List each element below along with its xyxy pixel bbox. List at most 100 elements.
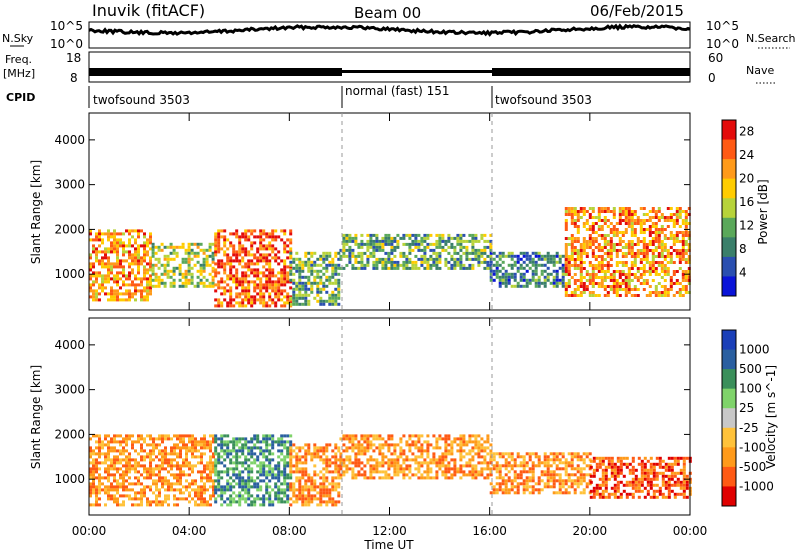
heatmap-cell-power — [654, 291, 658, 294]
heatmap-cell-vel — [504, 473, 508, 477]
heatmap-cell-power — [429, 257, 433, 261]
heatmap-cell-power — [122, 265, 125, 269]
heatmap-cell-power — [160, 278, 164, 282]
heatmap-cell-power — [235, 235, 239, 239]
heatmap-cell-vel — [661, 474, 665, 478]
heatmap-cell-power — [651, 270, 655, 273]
heatmap-cell-power — [238, 262, 242, 266]
heatmap-cell-power — [582, 237, 586, 240]
heatmap-cell-power — [253, 262, 257, 266]
heatmap-cell-power — [116, 271, 119, 275]
heatmap-cell-vel — [253, 434, 257, 438]
heatmap-cell-power — [474, 248, 478, 252]
heatmap-cell-vel — [158, 467, 161, 471]
heatmap-cell-vel — [616, 459, 620, 463]
heatmap-cell-power — [268, 232, 272, 236]
heatmap-cell-power — [187, 254, 191, 258]
heatmap-cell-power — [684, 225, 688, 228]
heatmap-cell-vel — [301, 470, 305, 474]
heatmap-cell-vel — [170, 464, 173, 468]
heatmap-cell-vel — [313, 446, 317, 450]
heatmap-cell-power — [345, 239, 349, 243]
heatmap-cell-power — [307, 260, 311, 264]
heatmap-cell-vel — [238, 446, 242, 450]
heatmap-cell-power — [289, 251, 293, 255]
heatmap-cell-power — [675, 213, 679, 216]
heatmap-cell-power — [657, 243, 661, 246]
heatmap-cell-power — [546, 275, 550, 279]
heatmap-cell-power — [612, 249, 616, 252]
heatmap-cell-vel — [345, 446, 349, 450]
heatmap-cell-power — [636, 294, 640, 297]
heatmap-cell-vel — [98, 491, 101, 495]
heatmap-cell-power — [654, 288, 658, 291]
heatmap-cell-power — [268, 283, 272, 287]
heatmap-cell-vel — [292, 443, 296, 447]
heatmap-cell-power — [630, 216, 634, 219]
heatmap-cell-power — [570, 240, 574, 243]
heatmap-cell-vel — [164, 434, 167, 438]
heatmap-cell-vel — [176, 473, 179, 477]
heatmap-cell-vel — [253, 461, 257, 465]
heatmap-cell-vel — [625, 495, 629, 499]
heatmap-cell-vel — [334, 446, 338, 450]
heatmap-cell-vel — [399, 455, 403, 459]
heatmap-cell-power — [669, 282, 673, 285]
heatmap-cell-power — [202, 284, 206, 288]
heatmap-cell-vel — [543, 482, 547, 486]
heatmap-cell-vel — [176, 476, 179, 480]
heatmap-cell-power — [351, 251, 355, 255]
power-colorbar-swatch — [722, 276, 736, 297]
heatmap-cell-power — [271, 301, 275, 305]
heatmap-cell-vel — [229, 494, 233, 498]
heatmap-cell-vel — [420, 476, 424, 480]
heatmap-cell-vel — [143, 470, 146, 474]
heatmap-cell-power — [259, 301, 263, 305]
heatmap-cell-power — [316, 263, 320, 267]
heatmap-cell-power — [217, 238, 221, 242]
heatmap-cell-vel — [432, 446, 436, 450]
heatmap-cell-vel — [682, 489, 686, 493]
heatmap-cell-vel — [399, 440, 403, 444]
heatmap-cell-power — [154, 263, 158, 267]
heatmap-cell-vel — [381, 443, 385, 447]
heatmap-cell-vel — [655, 489, 659, 493]
heatmap-cell-power — [146, 238, 149, 242]
heatmap-cell-vel — [390, 461, 394, 465]
heatmap-cell-vel — [429, 443, 433, 447]
heatmap-cell-vel — [262, 500, 266, 504]
heatmap-cell-vel — [363, 464, 367, 468]
heatmap-cell-vel — [331, 449, 335, 453]
heatmap-cell-vel — [152, 437, 155, 441]
heatmap-cell-power — [630, 267, 634, 270]
heatmap-cell-vel — [182, 440, 185, 444]
heatmap-cell-power — [375, 245, 379, 249]
heatmap-cell-power — [250, 280, 254, 284]
heatmap-cell-power — [687, 282, 691, 285]
heatmap-cell-vel — [420, 443, 424, 447]
heatmap-cell-power — [137, 262, 140, 266]
heatmap-cell-power — [564, 267, 568, 270]
heatmap-cell-vel — [576, 479, 580, 483]
heatmap-cell-vel — [158, 494, 161, 498]
heatmap-cell-power — [134, 256, 137, 260]
heatmap-cell-vel — [348, 467, 352, 471]
heatmap-cell-power — [196, 269, 200, 273]
heatmap-cell-vel — [104, 458, 107, 462]
heatmap-cell-vel — [217, 452, 221, 456]
heatmap-cell-power — [334, 278, 338, 282]
heatmap-cell-power — [573, 210, 577, 213]
heatmap-cell-vel — [435, 473, 439, 477]
heatmap-cell-vel — [625, 465, 629, 469]
heatmap-cell-vel — [95, 464, 98, 468]
heatmap-cell-power — [110, 250, 113, 254]
heatmap-cell-vel — [125, 455, 128, 459]
heatmap-cell-vel — [375, 434, 379, 438]
heatmap-cell-power — [95, 253, 98, 257]
heatmap-cell-vel — [331, 476, 335, 480]
heatmap-cell-vel — [277, 488, 281, 492]
heatmap-cell-vel — [486, 452, 490, 456]
heatmap-cell-vel — [161, 482, 164, 486]
heatmap-cell-vel — [369, 440, 373, 444]
heatmap-cell-vel — [537, 482, 541, 486]
